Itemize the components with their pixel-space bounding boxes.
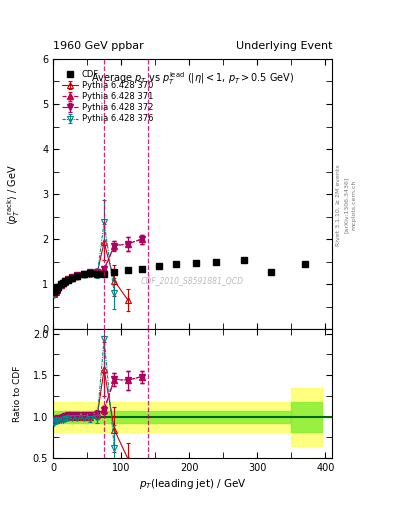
CDF [70, 275, 74, 281]
CDF [112, 269, 117, 275]
CDF [66, 277, 70, 283]
CDF [241, 257, 246, 263]
CDF [194, 260, 198, 266]
CDF [55, 285, 59, 291]
CDF [125, 267, 130, 273]
Legend: CDF, Pythia 6.428 370, Pythia 6.428 371, Pythia 6.428 372, Pythia 6.428 376: CDF, Pythia 6.428 370, Pythia 6.428 371,… [60, 69, 155, 125]
CDF [214, 259, 219, 265]
Text: Rivet 3.1.10, ≥ 2M events: Rivet 3.1.10, ≥ 2M events [336, 164, 341, 246]
Y-axis label: $\langle p_T^{\rm rack} \rangle$ / GeV: $\langle p_T^{\rm rack} \rangle$ / GeV [6, 164, 22, 225]
CDF [173, 262, 178, 268]
CDF [58, 281, 63, 287]
CDF [52, 289, 57, 295]
Text: Underlying Event: Underlying Event [235, 41, 332, 51]
Line: CDF: CDF [51, 257, 308, 295]
CDF [53, 287, 58, 293]
CDF [303, 261, 307, 267]
Text: 1960 GeV ppbar: 1960 GeV ppbar [53, 41, 144, 51]
CDF [268, 269, 273, 275]
Text: mcplots.cern.ch: mcplots.cern.ch [352, 180, 357, 230]
CDF [60, 280, 65, 286]
CDF [88, 270, 93, 276]
CDF [81, 271, 86, 278]
Text: Average $p_T$ vs $p_T^{\rm lead}$ ($|\eta| < 1$, $p_T > 0.5$ GeV): Average $p_T$ vs $p_T^{\rm lead}$ ($|\et… [91, 70, 294, 87]
CDF [56, 284, 61, 290]
CDF [139, 265, 144, 271]
X-axis label: $p_T$(leading jet) / GeV: $p_T$(leading jet) / GeV [139, 477, 246, 492]
CDF [156, 263, 161, 269]
Text: CDF_2010_S8591881_QCD: CDF_2010_S8591881_QCD [141, 276, 244, 285]
CDF [63, 278, 68, 284]
CDF [102, 271, 107, 277]
Y-axis label: Ratio to CDF: Ratio to CDF [13, 366, 22, 422]
CDF [95, 270, 100, 276]
Text: [arXiv:1306.3436]: [arXiv:1306.3436] [344, 177, 349, 233]
CDF [75, 273, 79, 279]
